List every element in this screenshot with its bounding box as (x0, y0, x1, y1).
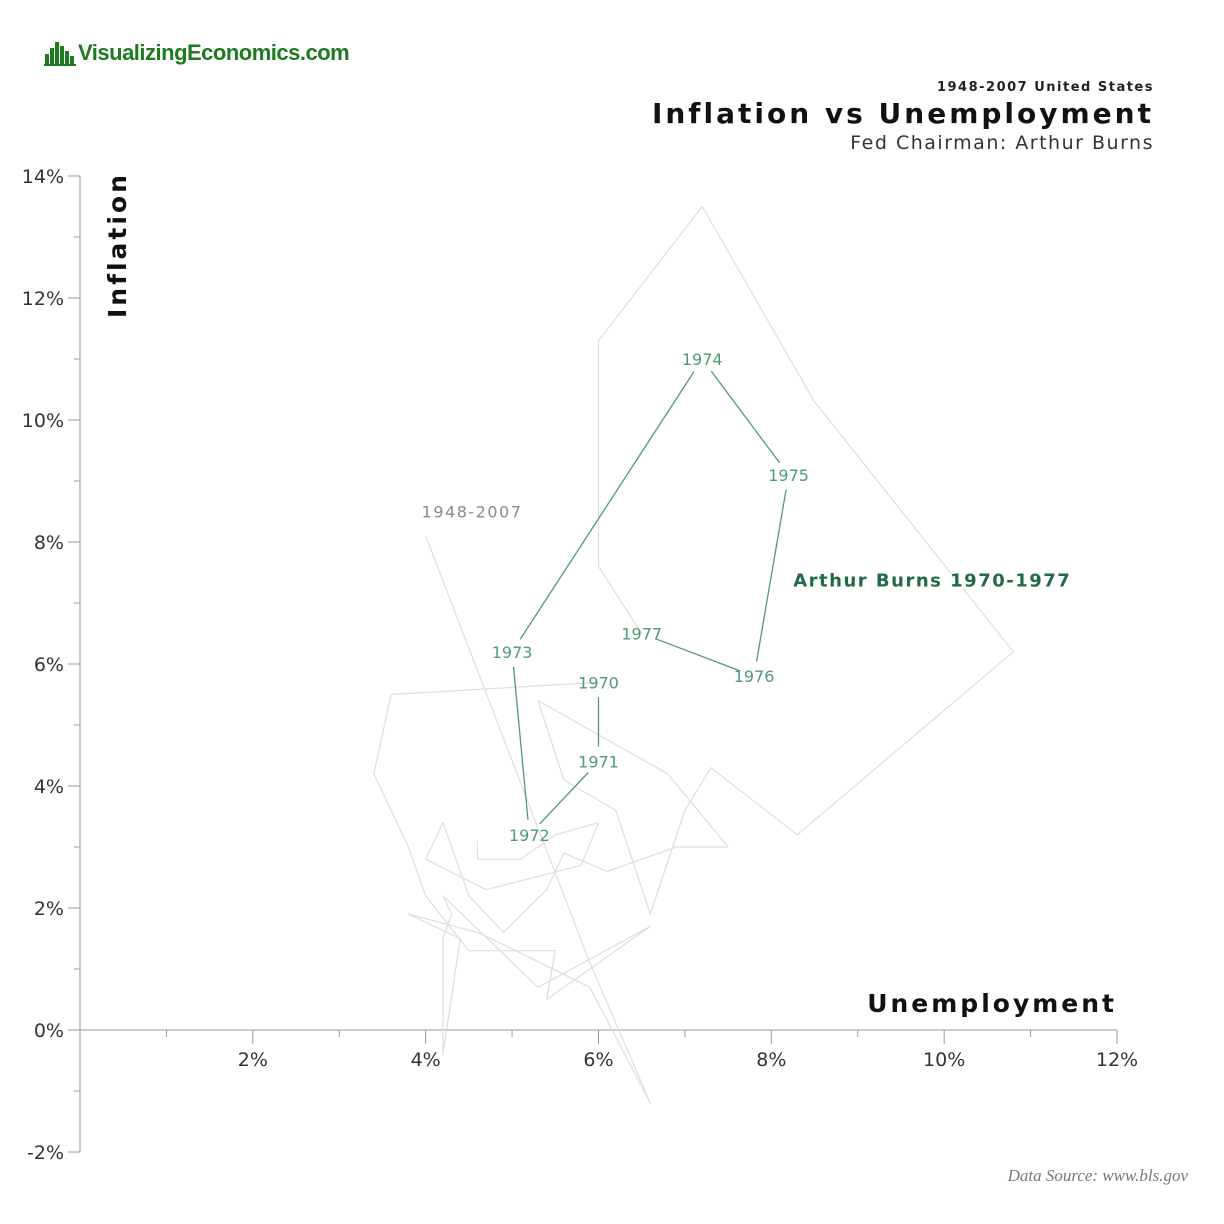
x-tick-label: 10% (923, 1049, 965, 1071)
y-axis-label: Inflation (103, 172, 132, 318)
year-label: 1973 (492, 643, 533, 662)
background-series (373, 205, 1014, 1104)
chart-header: 1948-2007 United States Inflation vs Une… (652, 80, 1154, 154)
y-tick-label: 10% (22, 410, 64, 432)
y-tick-label: 8% (34, 532, 64, 554)
highlight-segment (710, 370, 781, 464)
point-labels: 1970 1971 1972 1973 1974 1975 1976 1977 (492, 350, 809, 845)
highlight-segment (755, 489, 787, 662)
x-tick-label: 12% (1096, 1049, 1138, 1071)
chart-supertitle: 1948-2007 United States (936, 80, 1154, 95)
y-tick-label: 12% (22, 288, 64, 310)
chart-title: Inflation vs Unemployment (651, 97, 1154, 130)
x-tick-label: 4% (411, 1049, 441, 1071)
logo-text: VisualizingEconomics.com (78, 40, 350, 65)
axes: 2% 4% 6% 8% 10% 12% -2% 0% 2% 4% 6% 8% 10% 12% 14% (22, 166, 1138, 1164)
x-tick-label: 6% (583, 1049, 613, 1071)
highlight-segment (539, 772, 589, 825)
y-tick-label: 0% (34, 1020, 64, 1042)
year-label: 1976 (734, 667, 775, 686)
data-source: Data Source: www.bls.gov (1007, 1166, 1188, 1185)
x-tick-label: 2% (238, 1049, 268, 1071)
y-tick-label: 2% (34, 898, 64, 920)
chart-subtitle: Fed Chairman: Arthur Burns (850, 132, 1154, 154)
background-series-line (373, 535, 651, 1104)
background-series-line (425, 205, 1014, 934)
year-label: 1971 (578, 753, 619, 772)
y-tick-label: 14% (22, 166, 64, 188)
year-label: 1974 (682, 350, 723, 369)
highlight-segment (519, 371, 695, 640)
highlight-series (512, 370, 787, 825)
y-tick-label: 6% (34, 654, 64, 676)
annotation-all-years: 1948-2007 (422, 503, 523, 522)
x-tick-label: 8% (756, 1049, 786, 1071)
year-label: 1975 (768, 466, 809, 485)
bar-chart-logo-icon (44, 40, 76, 66)
site-logo: VisualizingEconomics.com (44, 36, 350, 66)
highlight-segment (512, 666, 529, 820)
year-label: 1970 (578, 673, 619, 692)
highlight-segment (655, 638, 741, 672)
year-label: 1972 (509, 826, 550, 845)
year-label: 1977 (621, 625, 662, 644)
x-axis-label: Unemployment (867, 989, 1117, 1018)
y-tick-label: -2% (27, 1142, 64, 1164)
y-tick-label: 4% (34, 776, 64, 798)
annotation-burns-era: Arthur Burns 1970-1977 (793, 571, 1071, 592)
